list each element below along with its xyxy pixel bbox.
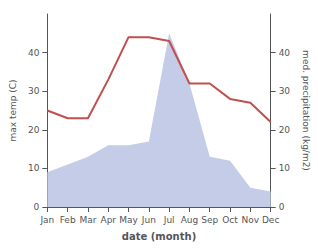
svg-text:May: May — [119, 215, 138, 225]
svg-text:30: 30 — [279, 86, 291, 96]
svg-text:10: 10 — [279, 163, 291, 173]
svg-text:med. precipitation (kg/m2): med. precipitation (kg/m2) — [301, 50, 311, 171]
svg-text:Oct: Oct — [222, 215, 238, 225]
svg-text:Nov: Nov — [242, 215, 260, 225]
svg-text:40: 40 — [28, 48, 40, 58]
svg-text:0: 0 — [279, 202, 285, 212]
svg-text:20: 20 — [279, 125, 291, 135]
svg-text:Apr: Apr — [100, 215, 116, 225]
svg-text:0: 0 — [34, 202, 40, 212]
svg-text:Mar: Mar — [79, 215, 96, 225]
svg-text:Dec: Dec — [262, 215, 279, 225]
svg-text:date (month): date (month) — [122, 231, 196, 242]
svg-text:10: 10 — [28, 163, 40, 173]
svg-text:Feb: Feb — [60, 215, 76, 225]
svg-text:Jun: Jun — [141, 215, 156, 225]
svg-text:20: 20 — [28, 125, 40, 135]
svg-text:Sep: Sep — [201, 215, 218, 225]
svg-text:Jul: Jul — [163, 215, 175, 225]
svg-text:40: 40 — [279, 48, 291, 58]
svg-text:max temp (C): max temp (C) — [8, 79, 18, 141]
svg-text:30: 30 — [28, 86, 40, 96]
svg-text:Aug: Aug — [181, 215, 199, 225]
svg-text:Jan: Jan — [39, 215, 54, 225]
